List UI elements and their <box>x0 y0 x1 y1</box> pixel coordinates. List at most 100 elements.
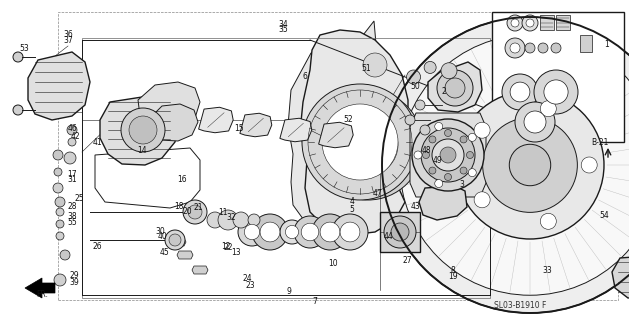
Circle shape <box>522 15 538 31</box>
Polygon shape <box>170 238 186 246</box>
Circle shape <box>510 82 530 102</box>
Circle shape <box>56 220 64 228</box>
Text: 20: 20 <box>182 207 192 216</box>
Text: 32: 32 <box>226 213 237 222</box>
Text: 48: 48 <box>421 146 431 155</box>
Circle shape <box>474 122 490 138</box>
Polygon shape <box>300 30 408 235</box>
Circle shape <box>207 212 223 228</box>
Circle shape <box>55 197 65 207</box>
Text: 11: 11 <box>218 208 228 217</box>
Text: 26: 26 <box>92 242 103 251</box>
Polygon shape <box>419 186 467 220</box>
Text: 55: 55 <box>67 218 77 227</box>
Circle shape <box>169 234 181 246</box>
Circle shape <box>338 115 398 175</box>
Text: 52: 52 <box>343 115 353 124</box>
Circle shape <box>460 167 467 174</box>
Polygon shape <box>540 15 554 30</box>
Text: 23: 23 <box>245 281 255 290</box>
Circle shape <box>129 116 157 144</box>
Text: 54: 54 <box>599 211 609 220</box>
Circle shape <box>510 43 520 53</box>
Text: FR.: FR. <box>36 290 48 299</box>
Circle shape <box>56 208 64 216</box>
Polygon shape <box>288 21 383 228</box>
Text: 14: 14 <box>136 146 147 155</box>
Circle shape <box>53 183 63 193</box>
Text: 46: 46 <box>67 124 77 132</box>
Circle shape <box>507 15 523 31</box>
Circle shape <box>13 52 23 62</box>
Polygon shape <box>319 122 353 148</box>
Circle shape <box>474 192 490 208</box>
Circle shape <box>412 119 484 191</box>
Text: SL03-B1910 F: SL03-B1910 F <box>494 301 546 310</box>
Circle shape <box>188 205 202 219</box>
Circle shape <box>441 63 457 79</box>
Circle shape <box>252 214 288 250</box>
Circle shape <box>456 91 604 239</box>
Circle shape <box>313 90 423 200</box>
Circle shape <box>382 17 629 313</box>
Polygon shape <box>280 118 312 142</box>
Text: 51: 51 <box>361 64 371 73</box>
Circle shape <box>468 169 476 177</box>
Circle shape <box>435 123 443 131</box>
Circle shape <box>391 223 409 241</box>
Circle shape <box>54 274 66 286</box>
Circle shape <box>534 70 578 114</box>
Circle shape <box>312 214 348 250</box>
Circle shape <box>322 104 398 180</box>
Circle shape <box>551 43 561 53</box>
Text: 33: 33 <box>542 266 552 275</box>
Circle shape <box>505 38 525 58</box>
Circle shape <box>60 250 70 260</box>
Circle shape <box>320 222 340 242</box>
Polygon shape <box>177 251 193 259</box>
Text: 37: 37 <box>63 36 73 44</box>
Circle shape <box>248 214 260 226</box>
Text: 39: 39 <box>69 278 79 287</box>
Text: 7: 7 <box>312 297 317 306</box>
Text: 50: 50 <box>410 82 420 91</box>
Text: 6: 6 <box>303 72 308 81</box>
Circle shape <box>165 230 185 250</box>
Circle shape <box>415 100 425 110</box>
Polygon shape <box>199 107 233 133</box>
Circle shape <box>429 136 436 143</box>
Circle shape <box>468 133 476 141</box>
Polygon shape <box>556 15 570 30</box>
Polygon shape <box>28 52 90 120</box>
Text: 4: 4 <box>350 197 355 206</box>
Text: 24: 24 <box>242 274 252 283</box>
Circle shape <box>437 70 473 106</box>
Circle shape <box>363 53 387 77</box>
Circle shape <box>183 200 207 224</box>
Polygon shape <box>612 255 629 298</box>
Polygon shape <box>192 266 208 274</box>
Circle shape <box>233 212 249 228</box>
Circle shape <box>260 222 280 242</box>
Circle shape <box>280 220 304 244</box>
Circle shape <box>511 19 519 27</box>
Text: 15: 15 <box>234 124 244 132</box>
Circle shape <box>67 125 77 135</box>
Text: 18: 18 <box>174 202 184 211</box>
Text: 17: 17 <box>67 170 77 179</box>
Text: 5: 5 <box>350 205 355 214</box>
Text: 47: 47 <box>372 189 382 198</box>
Polygon shape <box>410 113 486 197</box>
Polygon shape <box>138 82 200 125</box>
Circle shape <box>13 105 23 115</box>
Circle shape <box>406 70 421 84</box>
Circle shape <box>482 118 577 212</box>
Text: 19: 19 <box>448 272 458 281</box>
Circle shape <box>467 151 474 158</box>
Circle shape <box>581 157 597 173</box>
Circle shape <box>121 108 165 152</box>
Text: 30: 30 <box>155 228 165 236</box>
Text: 28: 28 <box>67 202 77 211</box>
Circle shape <box>302 84 418 200</box>
Circle shape <box>218 210 238 230</box>
